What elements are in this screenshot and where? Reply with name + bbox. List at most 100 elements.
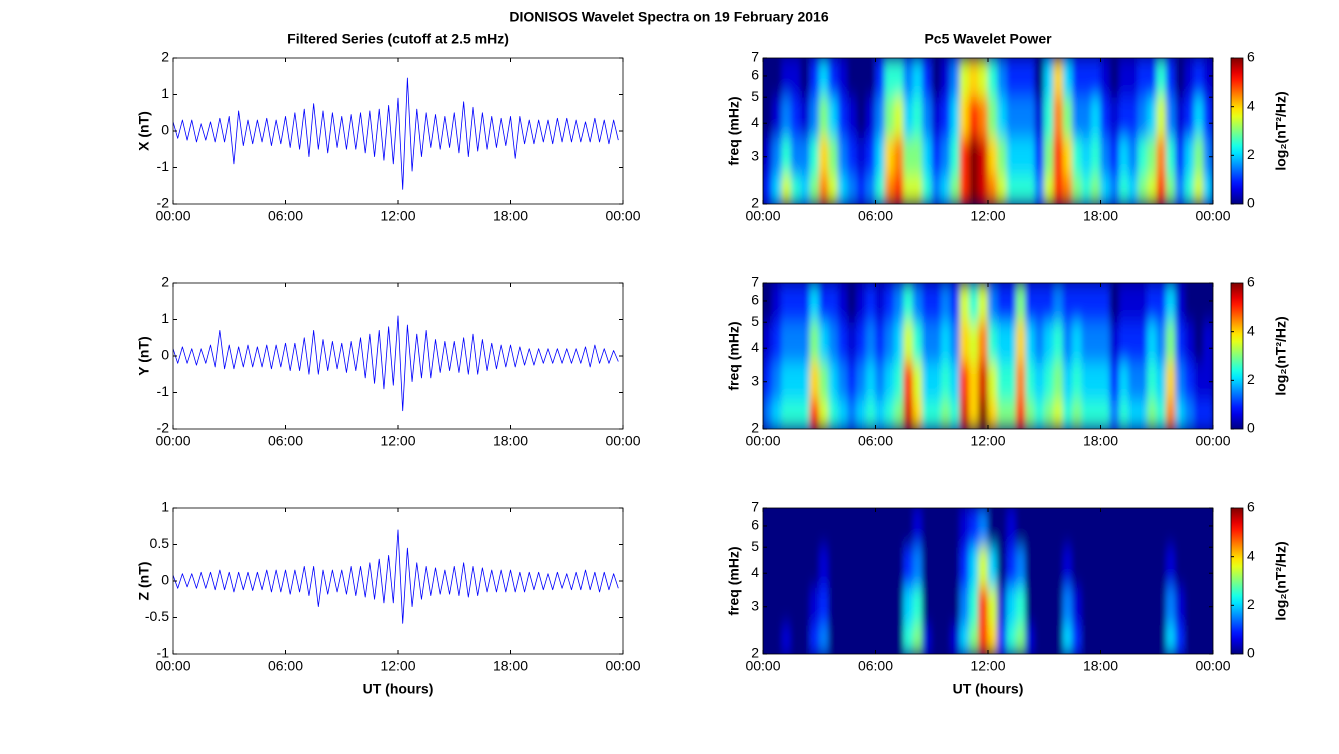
heatmap-cell: [828, 58, 839, 98]
heatmap-cell: [1137, 546, 1148, 588]
heatmap-cell: [1072, 136, 1083, 176]
heatmap-cell: [1184, 508, 1195, 548]
heatmap-cell: [997, 624, 1008, 654]
heatmap-cell: [837, 96, 848, 138]
heatmap-cell: [1118, 174, 1129, 204]
heatmap-cell: [1090, 58, 1101, 98]
heatmap-cell: [1175, 586, 1186, 626]
heatmap-cell: [903, 624, 914, 654]
heatmap-cell: [1147, 546, 1158, 588]
heatmap-cell: [1015, 546, 1026, 588]
heatmap-cell: [1118, 508, 1129, 548]
heatmap-cell: [809, 508, 820, 548]
heatmap-cell: [1109, 624, 1120, 654]
heatmap-cell: [781, 546, 792, 588]
heatmap-cell: [1025, 96, 1036, 138]
heatmap-cell: [1053, 361, 1064, 401]
heatmap-cell: [1128, 96, 1139, 138]
heatmap-cell: [922, 174, 933, 204]
heatmap-cell: [940, 58, 951, 98]
heatmap-cell: [790, 361, 801, 401]
heatmap-cell: [1184, 361, 1195, 401]
heatmap-cell: [781, 361, 792, 401]
heatmap-cell: [959, 624, 970, 654]
heatmap-cell: [1034, 508, 1045, 548]
heatmap-cell: [875, 174, 886, 204]
heatmap-cell: [903, 283, 914, 323]
x-tick-label: 00:00: [605, 433, 640, 449]
colorbar-tick-label: 2: [1247, 596, 1255, 612]
heatmap-cell: [940, 283, 951, 323]
heatmap-cell: [1053, 174, 1064, 204]
heatmap-cell: [1175, 136, 1186, 176]
heatmap-cell: [903, 546, 914, 588]
heatmap-cell: [1118, 586, 1129, 626]
heatmap-cell: [1015, 321, 1026, 363]
heatmap-cell: [1034, 399, 1045, 429]
heatmap-cell: [1193, 399, 1204, 429]
heatmap-cell: [763, 399, 773, 429]
heatmap-cell: [790, 546, 801, 588]
heatmap-cell: [997, 586, 1008, 626]
heatmap-cell: [1081, 361, 1092, 401]
heatmap-cell: [772, 174, 783, 204]
heatmap-cell: [1062, 136, 1073, 176]
heatmap-cell: [1090, 508, 1101, 548]
y-tick-label: 2: [751, 195, 759, 211]
heatmap-cell: [1184, 624, 1195, 654]
heatmap-cell: [1062, 546, 1073, 588]
heatmap-cell: [1015, 283, 1026, 323]
heatmap-cell: [856, 586, 867, 626]
heatmap-cell: [818, 283, 829, 323]
heatmap-cell: [922, 283, 933, 323]
heatmap-cell: [1156, 58, 1167, 98]
heatmap-cell: [1062, 174, 1073, 204]
heatmap-cells: [763, 283, 1213, 429]
x-tick-label: 18:00: [1083, 208, 1118, 224]
heatmap-cell: [950, 361, 961, 401]
heatmap-cell: [837, 399, 848, 429]
heatmap-cell: [856, 546, 867, 588]
heatmap-cell: [809, 136, 820, 176]
heatmap-cell: [809, 58, 820, 98]
heatmap-cell: [781, 624, 792, 654]
heatmap-cell: [1015, 174, 1026, 204]
heatmap-cell: [884, 174, 895, 204]
heatmap-cell: [1015, 96, 1026, 138]
heatmap-cell: [1193, 58, 1204, 98]
heatmap-cell: [1203, 624, 1213, 654]
heatmap-cell: [1053, 58, 1064, 98]
heatmap-cell: [922, 624, 933, 654]
heatmap-cell: [1081, 399, 1092, 429]
heatmap-cell: [987, 174, 998, 204]
heatmap-cell: [1203, 58, 1213, 98]
heatmap-cell: [856, 508, 867, 548]
heatmap-cell: [1025, 546, 1036, 588]
heatmap-cell: [912, 321, 923, 363]
heatmap-cell: [950, 399, 961, 429]
heatmap-cell: [1100, 283, 1111, 323]
x-tick-label: 06:00: [858, 658, 893, 674]
heatmap-cell: [1081, 624, 1092, 654]
heatmap-cell: [1006, 361, 1017, 401]
heatmap-cell: [865, 136, 876, 176]
colorbar-tick-label: 6: [1247, 49, 1255, 65]
heatmap-cell: [1072, 508, 1083, 548]
y-tick-label: 0: [161, 347, 169, 363]
x-tick-label: 00:00: [1195, 208, 1230, 224]
heatmap-cell: [997, 136, 1008, 176]
heatmap-cell: [1043, 508, 1054, 548]
heatmap-cell: [1109, 586, 1120, 626]
heatmap-cell: [1062, 58, 1073, 98]
heatmap-cell: [1137, 283, 1148, 323]
colorbar-tick-label: 6: [1247, 274, 1255, 290]
heatmap-cell: [1006, 58, 1017, 98]
heatmap-cell: [1081, 283, 1092, 323]
y-tick-label: 2: [161, 49, 169, 65]
heatmap-cell: [875, 361, 886, 401]
x-tick-label: 18:00: [493, 433, 528, 449]
heatmap-cell: [1128, 586, 1139, 626]
heatmap-cell: [1090, 283, 1101, 323]
heatmap-cell: [856, 96, 867, 138]
heatmap-cell: [1118, 136, 1129, 176]
